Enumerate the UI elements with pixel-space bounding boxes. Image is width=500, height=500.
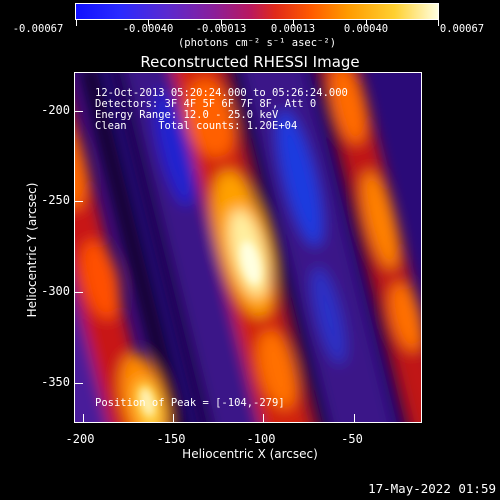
counts-annotation: Clean Total counts: 1.20E+04 <box>95 120 298 132</box>
x-tick-label: -200 <box>65 432 95 446</box>
y-tick <box>75 292 83 293</box>
detectors-annotation: Detectors: 3F 4F 5F 6F 7F 8F, Att 0 <box>95 98 317 110</box>
colorbar-tick-label: -0.00040 <box>122 23 174 35</box>
x-tick-label: -150 <box>156 432 186 446</box>
image-title: Reconstructed RHESSI Image <box>140 53 360 71</box>
rhessi-image <box>74 72 422 423</box>
time-range-annotation: 12-Oct-2013 05:20:24.000 to 05:26:24.000 <box>95 87 348 99</box>
y-tick-label: -300 <box>41 284 70 298</box>
y-tick-label: -350 <box>41 375 70 389</box>
colorbar-tick <box>293 20 294 26</box>
colorbar-tick-label: 0.00040 <box>343 23 389 35</box>
y-tick-label: -200 <box>41 103 70 117</box>
x-tick-label: -100 <box>246 432 276 446</box>
y-tick <box>75 201 83 202</box>
energy-range-annotation: Energy Range: 12.0 - 25.0 keV <box>95 109 279 121</box>
colorbar-tick <box>148 20 149 26</box>
y-tick-label: -250 <box>41 193 70 207</box>
colorbar-tick-label: 0.00013 <box>270 23 316 35</box>
colorbar-tick <box>221 20 222 26</box>
x-axis-title: Heliocentric X (arcsec) <box>182 447 318 461</box>
colorbar-tick <box>366 20 367 26</box>
colorbar-tick-label: 0.00067 <box>439 23 485 35</box>
colorbar-tick-label: -0.00013 <box>195 23 247 35</box>
x-tick <box>173 414 174 422</box>
colorbar <box>75 3 439 20</box>
y-tick <box>75 111 83 112</box>
date-stamp: 17-May-2022 01:59 <box>368 481 496 496</box>
colorbar-units: (photons cm⁻² s⁻¹ asec⁻²) <box>177 37 337 49</box>
x-tick <box>83 414 84 422</box>
y-axis-title: Heliocentric Y (arcsec) <box>25 182 39 318</box>
x-tick <box>354 414 355 422</box>
colorbar-tick <box>438 20 439 26</box>
peak-position-annotation: Position of Peak = [-104,-279] <box>95 397 285 409</box>
x-tick <box>263 414 264 422</box>
colorbar-tick <box>76 20 77 26</box>
colorbar-tick-label: -0.00067 <box>12 23 64 35</box>
x-tick-label: -50 <box>341 432 363 446</box>
y-tick <box>75 383 83 384</box>
